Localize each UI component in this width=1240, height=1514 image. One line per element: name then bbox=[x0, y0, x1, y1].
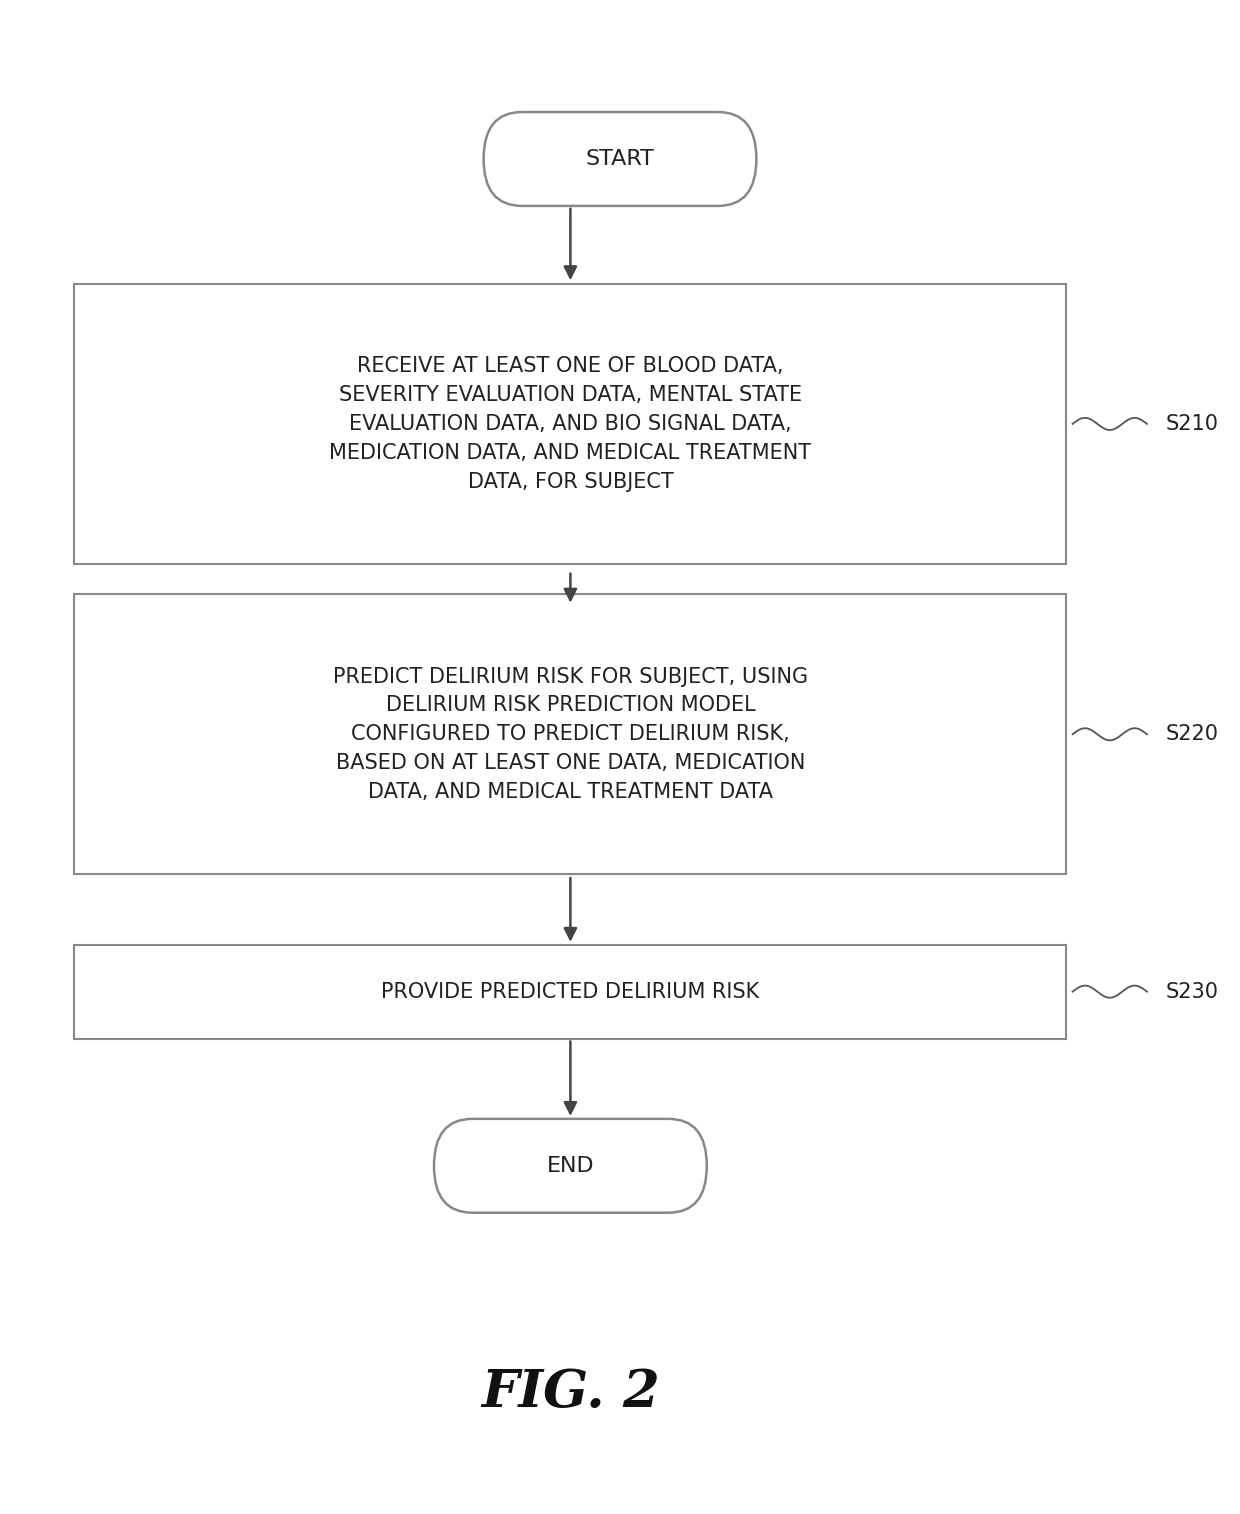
Text: PROVIDE PREDICTED DELIRIUM RISK: PROVIDE PREDICTED DELIRIUM RISK bbox=[381, 981, 760, 1002]
Text: END: END bbox=[547, 1155, 594, 1176]
FancyBboxPatch shape bbox=[434, 1119, 707, 1213]
Text: FIG. 2: FIG. 2 bbox=[481, 1367, 660, 1419]
FancyBboxPatch shape bbox=[74, 945, 1066, 1039]
FancyBboxPatch shape bbox=[484, 112, 756, 206]
Text: RECEIVE AT LEAST ONE OF BLOOD DATA,
SEVERITY EVALUATION DATA, MENTAL STATE
EVALU: RECEIVE AT LEAST ONE OF BLOOD DATA, SEVE… bbox=[330, 356, 811, 492]
Text: START: START bbox=[585, 148, 655, 170]
FancyBboxPatch shape bbox=[74, 285, 1066, 565]
Text: S220: S220 bbox=[1166, 724, 1219, 745]
Text: S210: S210 bbox=[1166, 413, 1219, 435]
Text: S230: S230 bbox=[1166, 981, 1219, 1002]
Text: PREDICT DELIRIUM RISK FOR SUBJECT, USING
DELIRIUM RISK PREDICTION MODEL
CONFIGUR: PREDICT DELIRIUM RISK FOR SUBJECT, USING… bbox=[332, 666, 808, 802]
FancyBboxPatch shape bbox=[74, 595, 1066, 875]
